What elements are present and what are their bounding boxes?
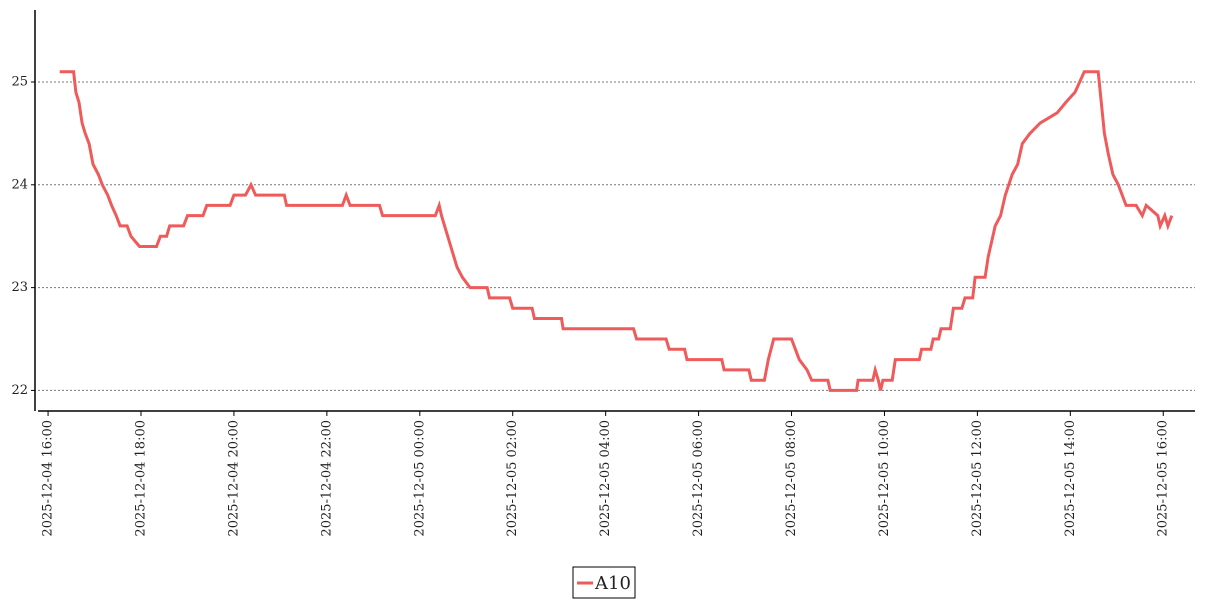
legend-label: A10 xyxy=(594,573,631,594)
x-tick-label: 2025-12-05 00:00 xyxy=(412,420,427,537)
data-line xyxy=(59,70,1174,392)
y-tick-label: 25 xyxy=(11,74,28,89)
x-tick-label: 2025-12-05 02:00 xyxy=(505,420,520,537)
x-tick-label: 2025-12-04 22:00 xyxy=(319,420,334,537)
x-tick-label: 2025-12-04 18:00 xyxy=(133,420,148,537)
x-tick-label: 2025-12-05 08:00 xyxy=(784,420,799,537)
x-tick-label: 2025-12-05 06:00 xyxy=(691,420,706,537)
x-tick-label: 2025-12-05 10:00 xyxy=(877,420,892,537)
y-tick-label: 23 xyxy=(11,280,28,295)
x-tick-label: 2025-12-04 20:00 xyxy=(226,420,241,537)
x-tick-label: 2025-12-05 12:00 xyxy=(970,420,985,537)
y-tick-label: 22 xyxy=(11,383,28,398)
x-tick-label: 2025-12-04 16:00 xyxy=(41,420,56,537)
x-tick-label: 2025-12-05 04:00 xyxy=(598,420,613,537)
x-tick-label: 2025-12-05 16:00 xyxy=(1156,420,1171,537)
y-tick-label: 24 xyxy=(11,177,28,192)
x-tick-label: 2025-12-05 14:00 xyxy=(1063,420,1078,537)
